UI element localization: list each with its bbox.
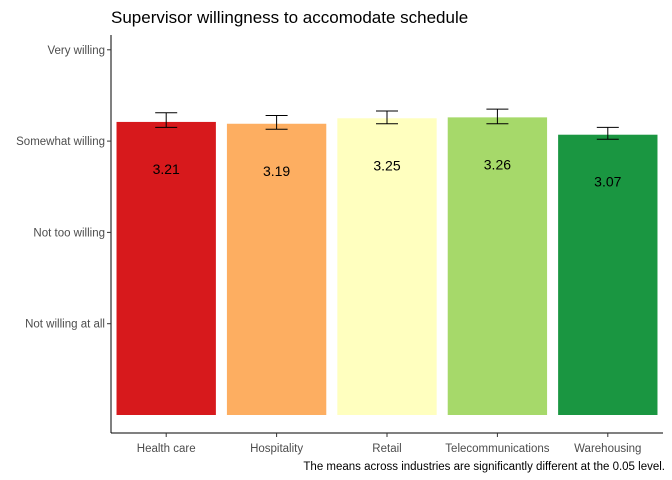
y-axis: Not willing at all Not too willing Somewha… bbox=[16, 35, 112, 433]
x-tick-label: Hospitality bbox=[250, 443, 303, 455]
y-tick-label: Not willing at all bbox=[25, 319, 105, 331]
bar bbox=[447, 117, 548, 415]
bar bbox=[337, 118, 437, 416]
bar bbox=[116, 121, 216, 415]
bar bbox=[226, 123, 327, 416]
data-label: 3.21 bbox=[153, 161, 180, 177]
y-tick-label: Not too willing bbox=[33, 227, 105, 239]
data-label: 3.07 bbox=[594, 174, 621, 190]
bars bbox=[116, 117, 658, 416]
x-axis: Health care Hospitality Retail Telecommunic… bbox=[111, 432, 663, 455]
data-label: 3.25 bbox=[373, 157, 400, 173]
x-tick-label: Telecommunications bbox=[445, 443, 549, 455]
chart-title: Supervisor willingness to accomodate sch… bbox=[111, 8, 468, 27]
y-tick-label: Very willing bbox=[47, 45, 105, 57]
x-tick-label: Health care bbox=[137, 443, 196, 455]
error-bars bbox=[155, 108, 619, 140]
chart-caption: The means across industries are signific… bbox=[303, 461, 665, 473]
data-labels: 3.21 3.19 3.25 3.26 3.07 bbox=[153, 156, 622, 189]
x-tick-label: Retail bbox=[372, 443, 401, 455]
x-tick-label: Warehousing bbox=[574, 443, 641, 455]
data-label: 3.26 bbox=[484, 156, 511, 172]
data-label: 3.19 bbox=[263, 163, 290, 179]
bar bbox=[558, 134, 658, 416]
y-tick-label: Somewhat willing bbox=[16, 136, 105, 148]
